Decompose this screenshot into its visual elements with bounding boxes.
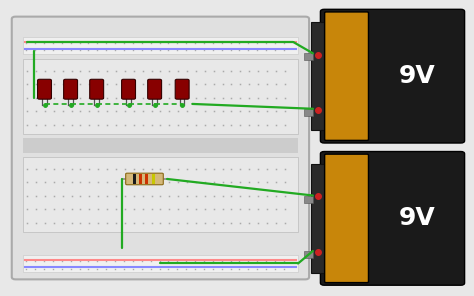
Bar xyxy=(23,255,298,272)
Bar xyxy=(139,174,142,184)
FancyBboxPatch shape xyxy=(175,79,189,99)
Bar xyxy=(133,174,136,184)
Bar xyxy=(23,157,298,232)
Bar xyxy=(311,164,324,273)
Bar xyxy=(23,59,298,134)
Bar xyxy=(304,251,313,258)
FancyBboxPatch shape xyxy=(12,17,309,279)
FancyBboxPatch shape xyxy=(126,173,163,185)
Bar xyxy=(311,22,324,130)
Bar xyxy=(304,109,313,116)
FancyBboxPatch shape xyxy=(37,79,52,99)
FancyBboxPatch shape xyxy=(325,12,368,140)
Text: 9V: 9V xyxy=(399,64,436,88)
Bar xyxy=(304,53,313,60)
Bar xyxy=(23,37,298,54)
Bar xyxy=(23,138,298,153)
FancyBboxPatch shape xyxy=(122,79,136,99)
Bar xyxy=(304,195,313,202)
FancyBboxPatch shape xyxy=(90,79,104,99)
FancyBboxPatch shape xyxy=(320,9,465,143)
Bar xyxy=(152,174,155,184)
Text: 9V: 9V xyxy=(399,206,436,230)
FancyBboxPatch shape xyxy=(64,79,78,99)
FancyBboxPatch shape xyxy=(325,154,368,283)
FancyBboxPatch shape xyxy=(148,79,162,99)
Bar xyxy=(145,174,148,184)
FancyBboxPatch shape xyxy=(320,152,465,285)
